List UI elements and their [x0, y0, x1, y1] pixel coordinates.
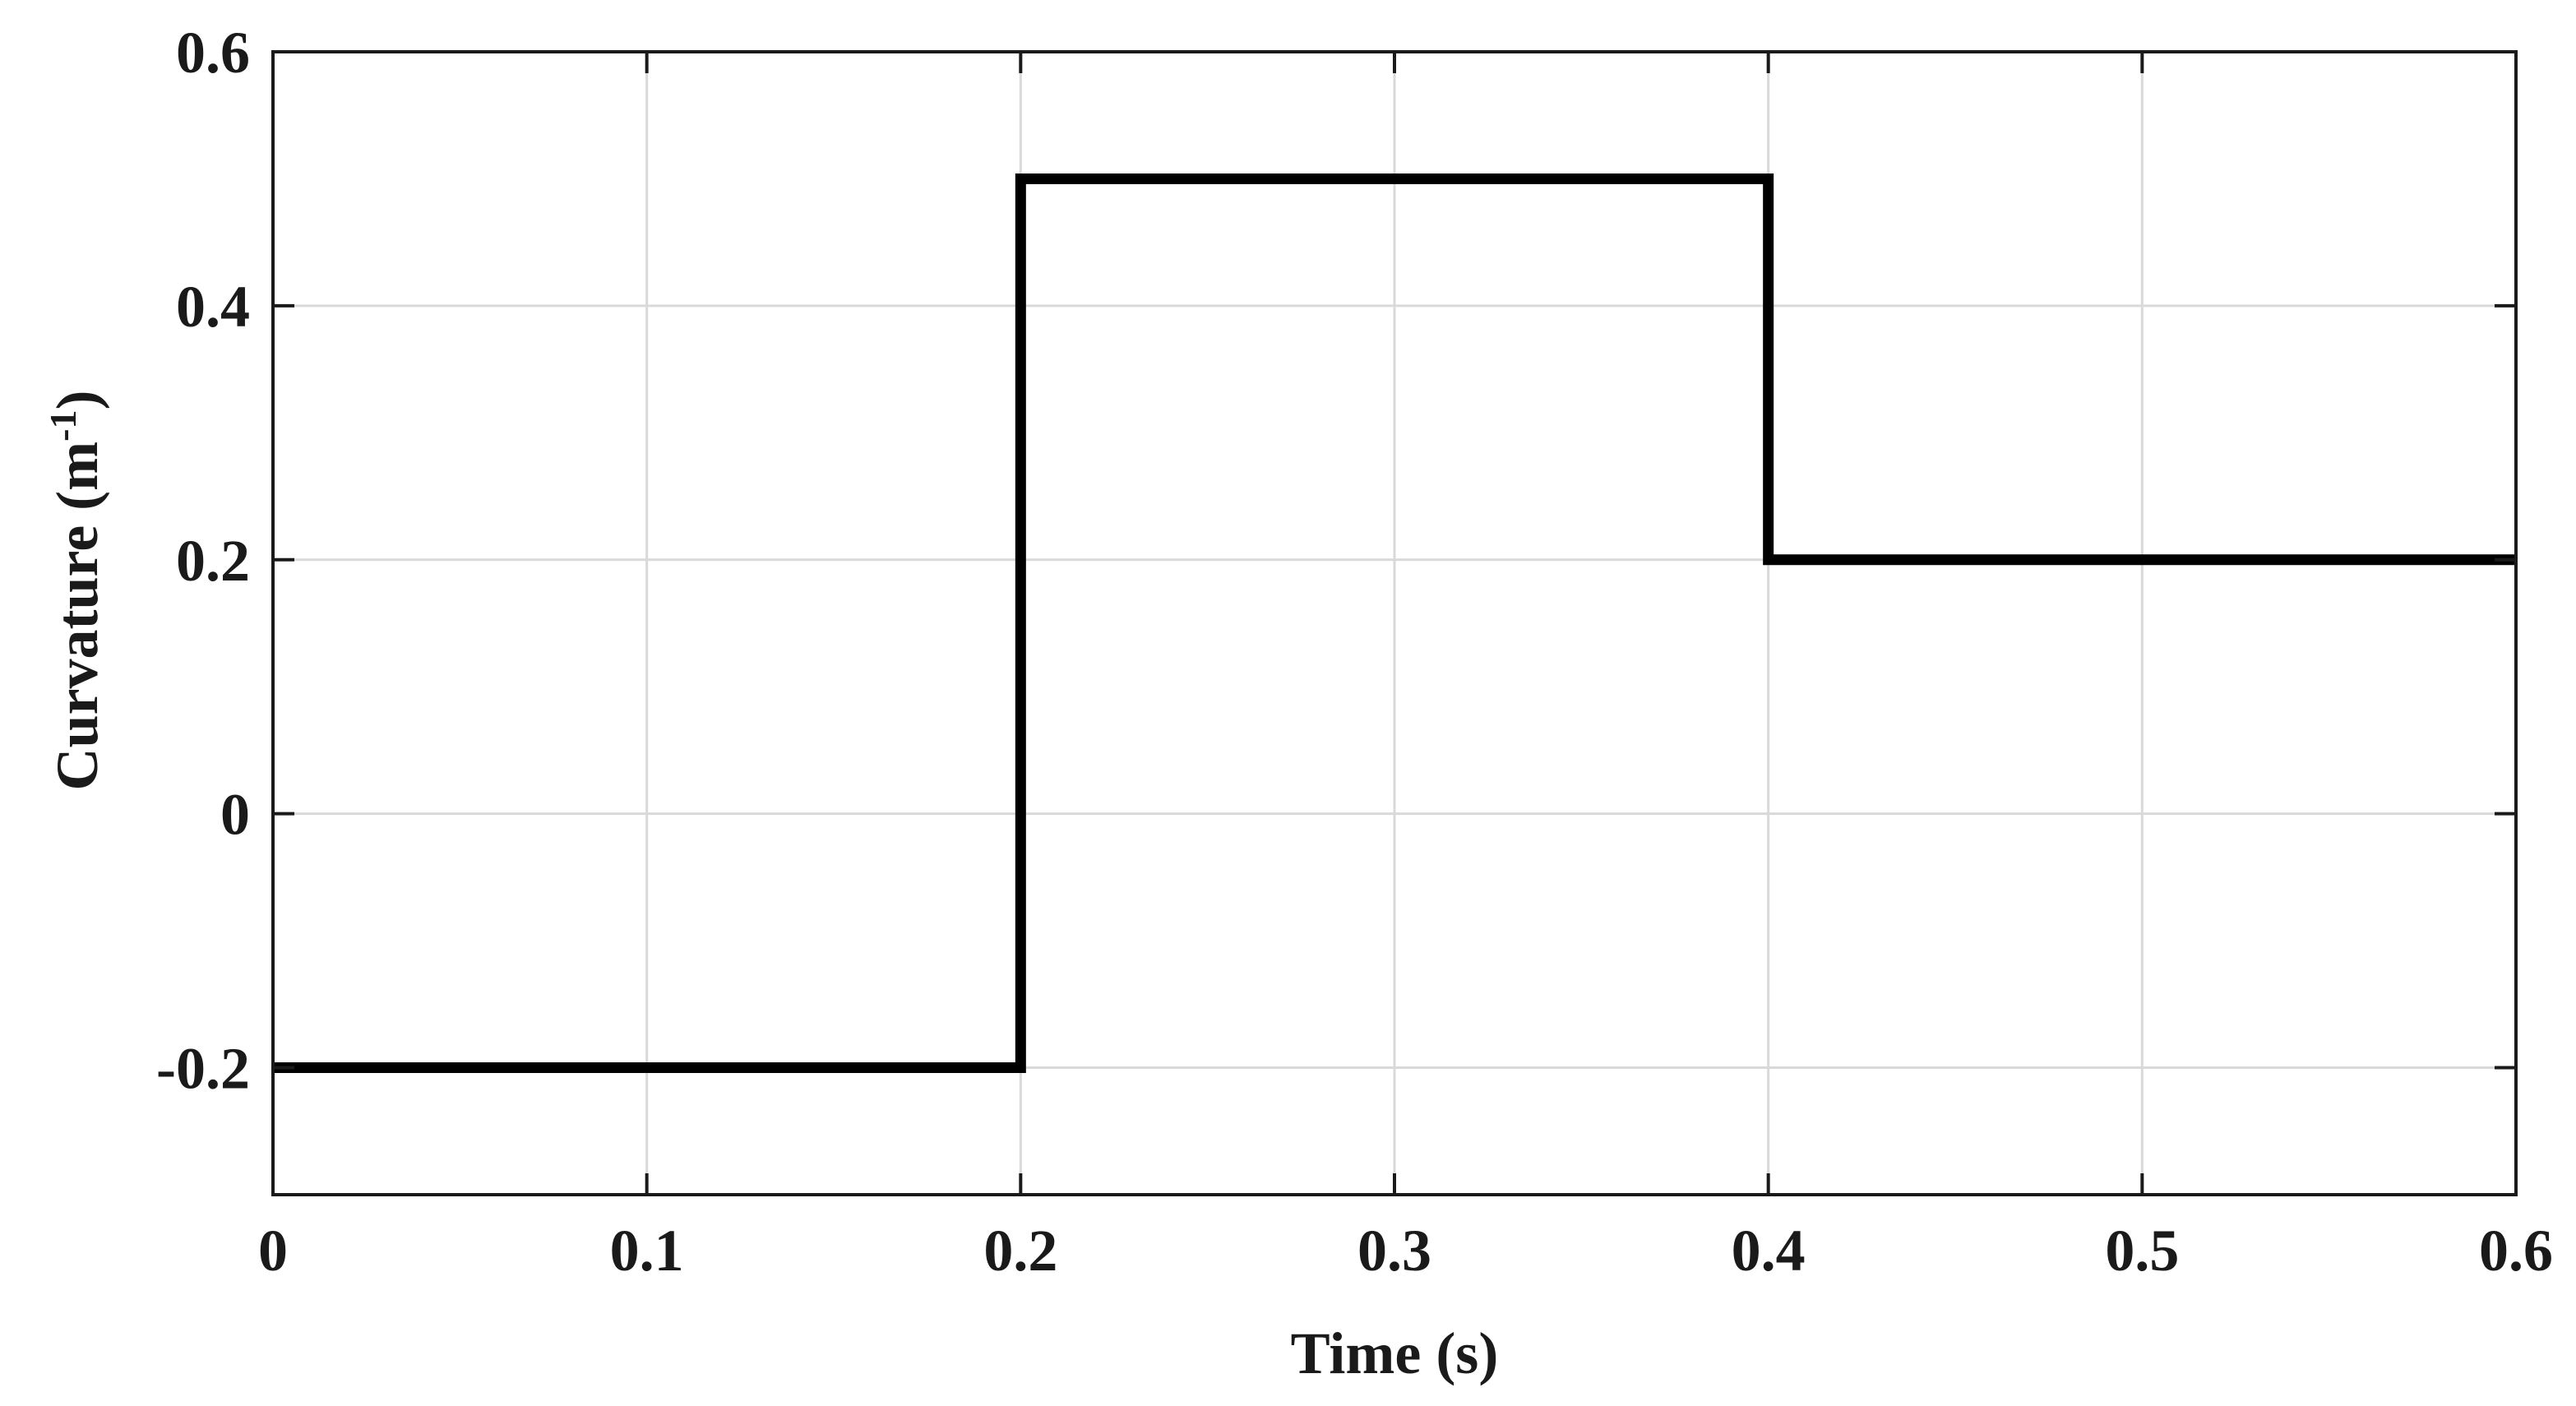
x-tick-label: 0.2	[983, 1218, 1057, 1283]
series-layer	[273, 173, 2516, 1074]
y-tick-labels: -0.2 0 0.2 0.4 0.6	[156, 20, 250, 1102]
y-tick-label: 0	[220, 782, 250, 848]
tick-marks	[271, 50, 2518, 1195]
y-axis-label: Curvature (m-1)	[42, 391, 110, 791]
x-tick-label: 0	[258, 1218, 288, 1283]
y-tick-label: -0.2	[156, 1036, 250, 1102]
x-tick-label: 0.6	[2479, 1218, 2553, 1283]
x-tick-label: 0.4	[1732, 1218, 1806, 1283]
x-tick-label: 0.5	[2105, 1218, 2179, 1283]
y-axis-label-superscript: -1	[42, 410, 84, 442]
y-axis-label-main: Curvature (m	[44, 442, 110, 791]
y-tick-label: 0.4	[176, 274, 250, 340]
x-axis-label: Time (s)	[1291, 1320, 1499, 1386]
x-tick-label: 0.3	[1357, 1218, 1431, 1283]
y-axis-label-close: )	[44, 391, 110, 410]
y-tick-label: 0.6	[176, 20, 250, 86]
y-tick-label: 0.2	[176, 528, 250, 594]
grid-lines	[273, 52, 2516, 1195]
x-tick-labels: 0 0.1 0.2 0.3 0.4 0.5 0.6	[258, 1218, 2553, 1283]
series-line	[273, 173, 2516, 1074]
x-tick-label: 0.1	[610, 1218, 684, 1283]
